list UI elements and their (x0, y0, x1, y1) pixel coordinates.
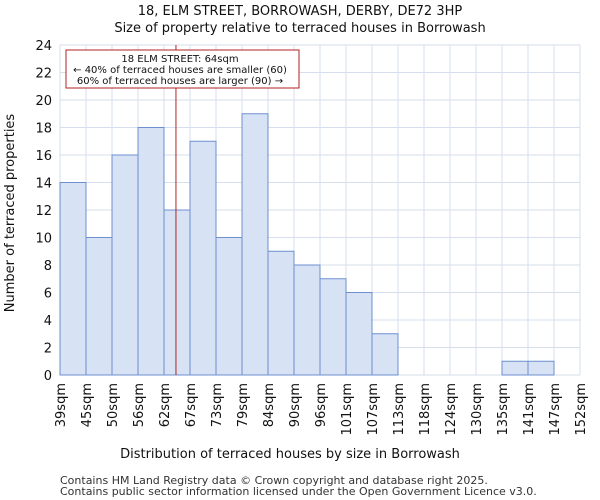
y-tick-label: 18 (35, 122, 52, 137)
x-tick-label-56sqm: 56sqm (132, 383, 147, 427)
x-tick-label-62sqm: 62sqm (158, 383, 173, 427)
x-tick-label-147sqm: 147sqm (548, 383, 563, 436)
bar-90sqm (293, 264, 321, 376)
x-tick-label-107sqm: 107sqm (366, 383, 381, 436)
annotation-line-1: 18 ELM STREET: 64sqm (121, 54, 238, 65)
bar-107sqm (371, 333, 399, 376)
x-tick-label-118sqm: 118sqm (418, 383, 433, 436)
y-tick-label: 24 (35, 39, 52, 54)
x-tick-label-96sqm: 96sqm (314, 383, 329, 427)
x-tick-label-101sqm: 101sqm (340, 383, 355, 436)
y-tick-label: 6 (44, 287, 52, 302)
bars (59, 113, 555, 376)
y-tick-label: 8 (44, 259, 52, 274)
x-tick-label-67sqm: 67sqm (184, 383, 199, 427)
footer-line-1: Contains HM Land Registry data © Crown c… (60, 474, 488, 487)
bar-84sqm (267, 250, 295, 376)
annotation-line-2: ← 40% of terraced houses are smaller (60… (73, 65, 287, 76)
x-tick-label-45sqm: 45sqm (80, 383, 95, 427)
y-tick-label: 2 (44, 342, 52, 357)
annotation-frame (65, 49, 300, 89)
x-tick-label-79sqm: 79sqm (236, 383, 251, 427)
footer-line-2: Contains public sector information licen… (60, 485, 537, 498)
x-tick-label-73sqm: 73sqm (210, 383, 225, 427)
x-tick-label-113sqm: 113sqm (392, 383, 407, 436)
x-axis-label: Distribution of terraced houses by size … (120, 447, 460, 462)
bar-135sqm (501, 360, 529, 376)
x-tick-label-90sqm: 90sqm (288, 383, 303, 427)
y-tick-label: 0 (44, 369, 52, 384)
y-tick-label: 22 (35, 67, 52, 82)
bar-96sqm (319, 278, 347, 376)
bar-73sqm (215, 237, 243, 376)
bar-101sqm (345, 292, 373, 376)
x-tick-label-152sqm: 152sqm (574, 383, 589, 436)
x-tick-label-50sqm: 50sqm (106, 383, 121, 427)
bar-62sqm (163, 209, 191, 376)
annotation-line-3: 60% of terraced houses are larger (90) → (77, 76, 283, 87)
y-tick-label: 14 (35, 177, 52, 192)
x-tick-labels: 39sqm 45sqm 50sqm 56sqm 62sqm 67sqm 73sqm 79sqm… (54, 383, 589, 436)
annotation-box: 18 ELM STREET: 64sqm ← 40% of terraced h… (65, 49, 300, 89)
x-tick-label-141sqm: 141sqm (522, 383, 537, 436)
bar-50sqm (111, 154, 139, 376)
y-tick-label: 20 (35, 94, 52, 109)
y-axis-label: Number of terraced properties (3, 114, 18, 313)
bar-141sqm (527, 360, 555, 376)
bar-45sqm (85, 237, 113, 376)
chart-title-line-2: Size of property relative to terraced ho… (114, 21, 485, 36)
bar-56sqm (137, 127, 165, 376)
y-tick-label: 10 (35, 232, 52, 247)
x-tick-label-84sqm: 84sqm (262, 383, 277, 427)
chart-title-line-1: 18, ELM STREET, BORROWASH, DERBY, DE72 3… (138, 4, 463, 19)
x-tick-label-39sqm: 39sqm (54, 383, 69, 427)
y-tick-label: 4 (44, 314, 52, 329)
y-tick-label: 16 (35, 149, 52, 164)
x-tick-label-130sqm: 130sqm (470, 383, 485, 436)
bar-67sqm (189, 140, 217, 376)
bar-39sqm (59, 182, 87, 376)
y-tick-label: 12 (35, 204, 52, 219)
x-tick-label-135sqm: 135sqm (496, 383, 511, 436)
bar-79sqm (241, 113, 269, 376)
x-tick-label-124sqm: 124sqm (444, 383, 459, 436)
